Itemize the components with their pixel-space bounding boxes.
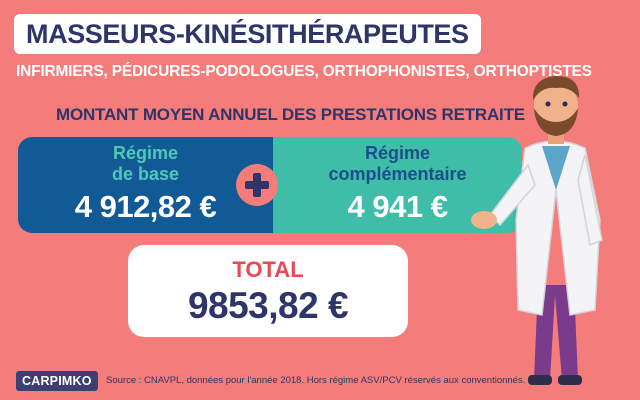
page-title: MASSEURS-KINÉSITHÉRAPEUTES [14, 14, 481, 54]
carpimko-logo: CARPIMKO [16, 371, 98, 391]
section-heading: MONTANT MOYEN ANNUEL DES PRESTATIONS RET… [56, 105, 525, 124]
base-regime-panel [18, 137, 273, 233]
doctor-head [534, 81, 578, 131]
base-regime-amount: 4 912,82 € [74, 189, 217, 224]
total-amount: 9853,82 € [187, 285, 349, 326]
doctor-arm [489, 163, 536, 227]
doctor-right-eye [562, 101, 568, 107]
doctor-illustration [471, 76, 603, 385]
base-regime-label-line2: de base [111, 164, 180, 184]
complementary-regime-label-line2: complémentaire [328, 164, 467, 184]
total-box: TOTAL 9853,82 € [128, 245, 408, 337]
doctor-right-shoe [558, 375, 582, 385]
doctor-left-eye [545, 101, 551, 107]
source-note: Source : CNAVPL, données pour l'année 20… [106, 375, 526, 386]
base-regime-content: Régime de base 4 912,82 € [18, 143, 273, 225]
doctor-hair [532, 76, 580, 100]
doctor-left-shoe [528, 375, 552, 385]
doctor-hand [471, 211, 497, 229]
complementary-regime-amount: 4 941 € [347, 189, 448, 224]
doctor-right-arm [577, 154, 603, 247]
total-label: TOTAL [232, 257, 304, 282]
base-regime-label-line1: Régime [112, 143, 179, 163]
professions-subtitle: INFIRMIERS, PÉDICURES-PODOLOGUES, ORTHOP… [16, 63, 592, 80]
doctor-shirt [542, 146, 570, 190]
amounts-bar [18, 137, 522, 233]
doctor-beard [534, 108, 578, 136]
plus-icon [236, 164, 278, 206]
doctor-trousers [534, 285, 578, 380]
complementary-regime-label-line1: Régime [364, 143, 431, 163]
complementary-regime-content: Régime complémentaire 4 941 € [273, 143, 522, 225]
